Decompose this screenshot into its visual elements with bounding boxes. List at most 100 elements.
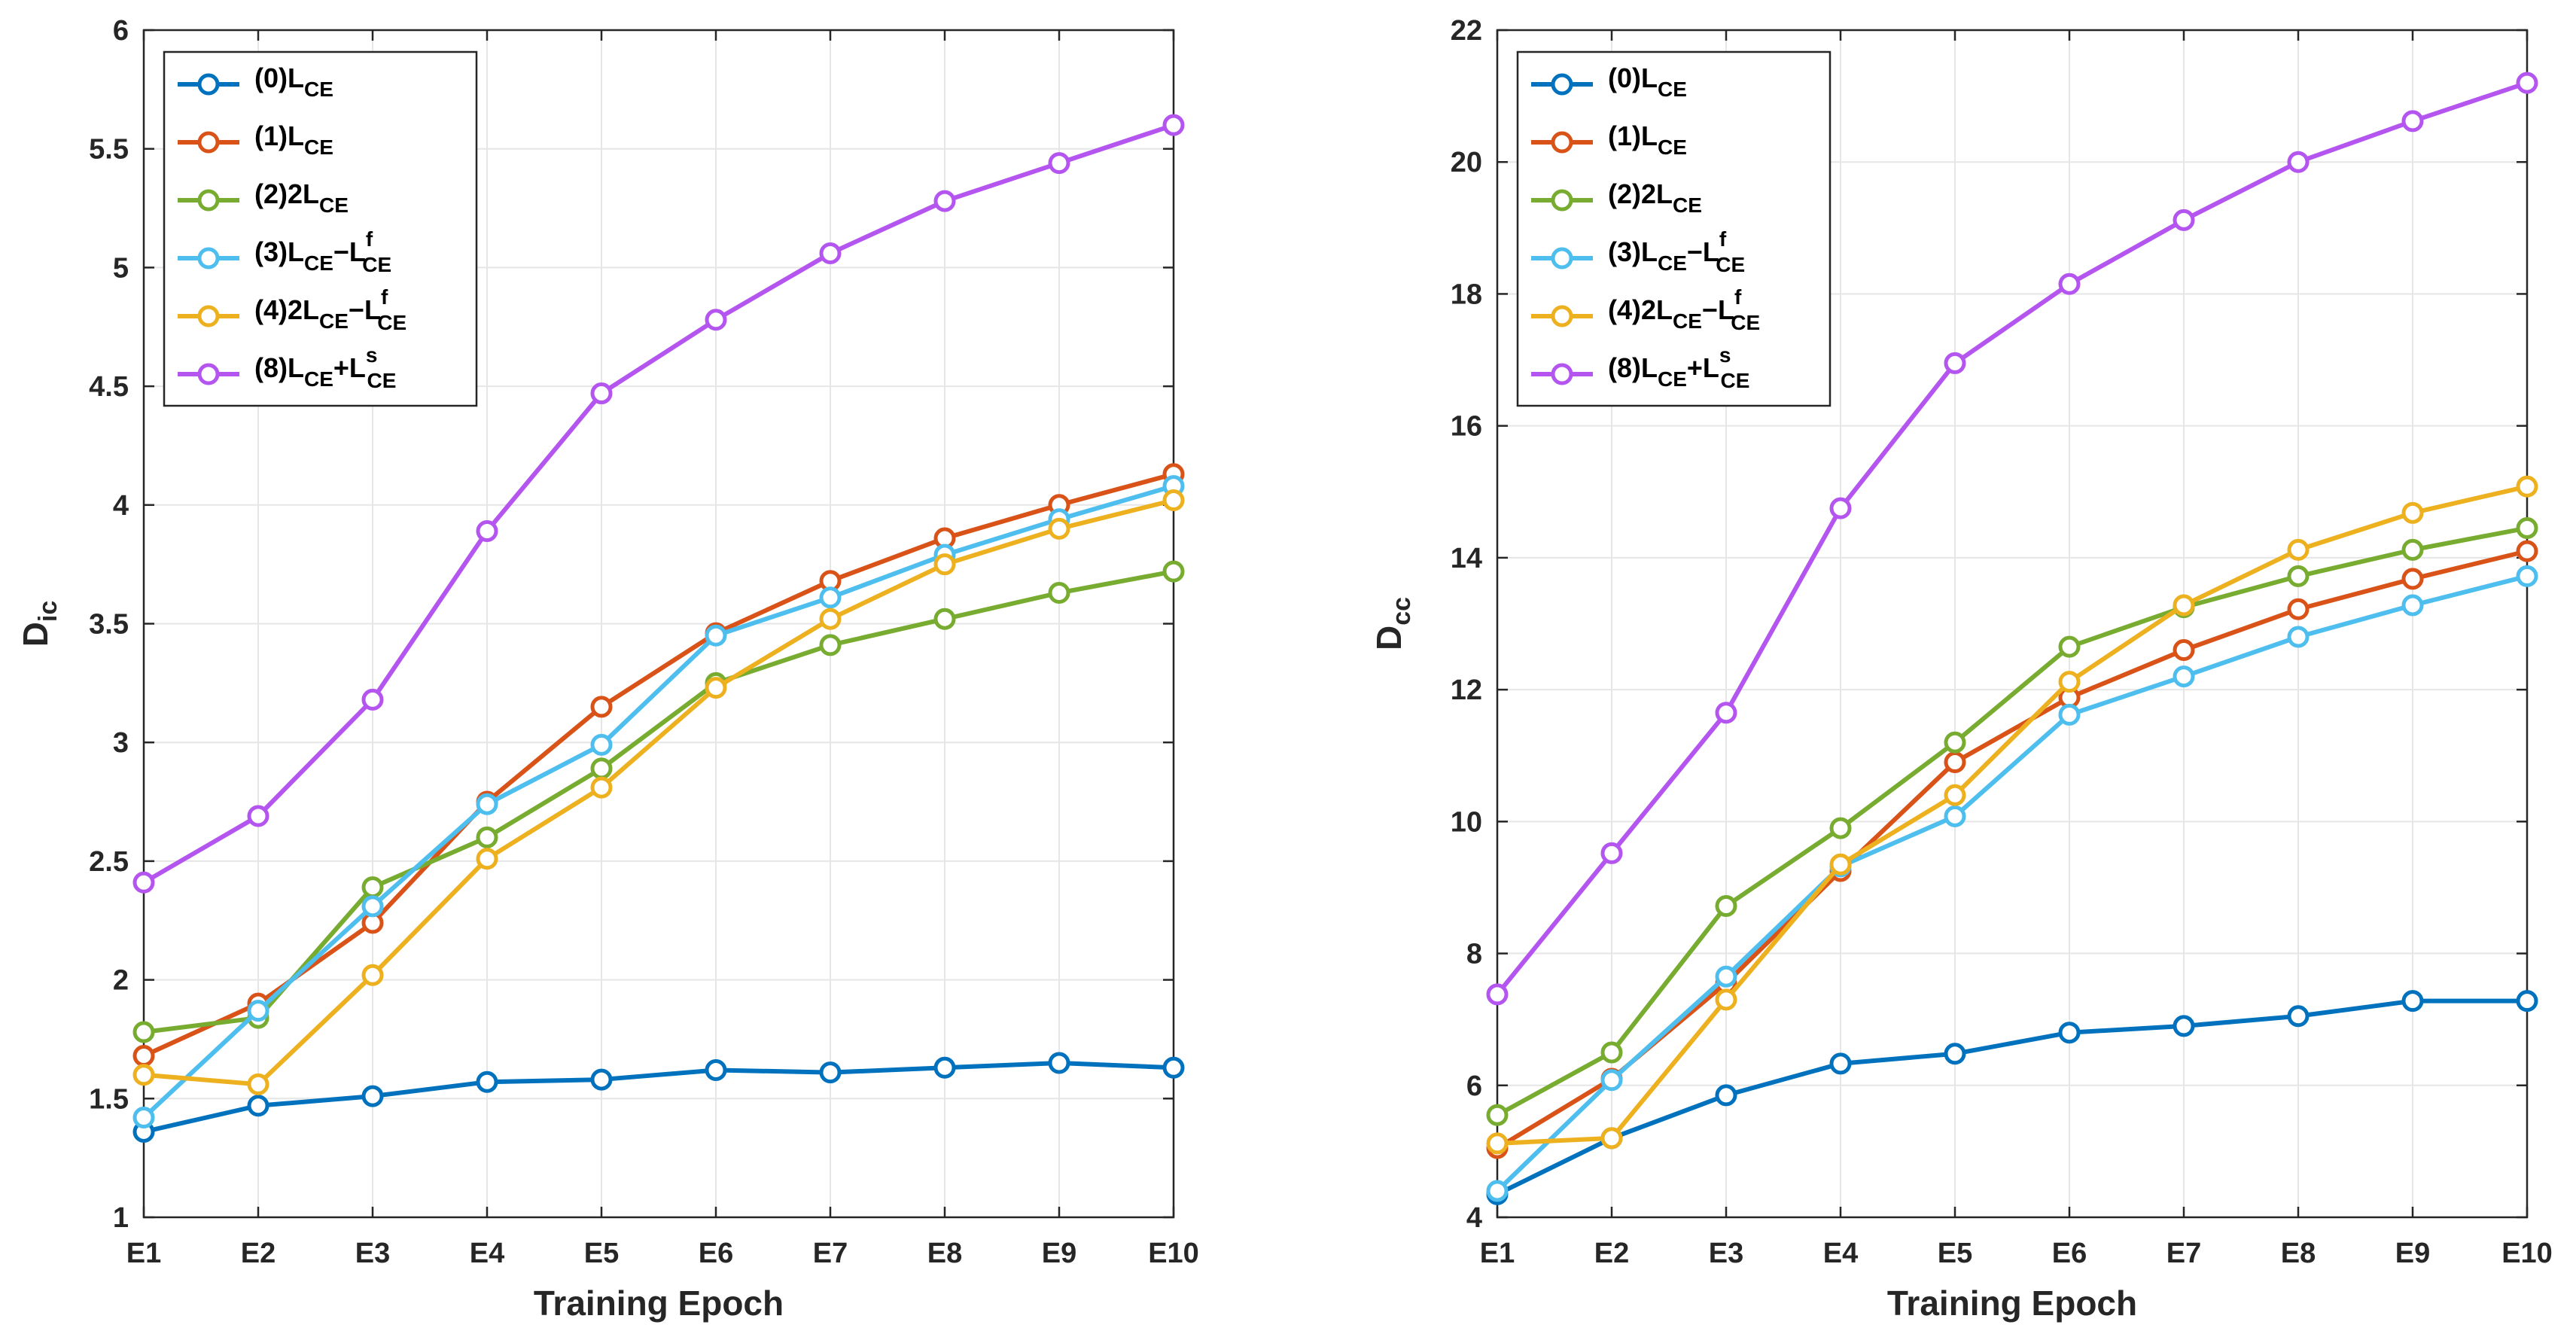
x-axis-label: Training Epoch <box>534 1284 784 1323</box>
series-line <box>1496 525 2528 1117</box>
data-point <box>1944 751 1966 773</box>
data-point <box>1715 965 1737 988</box>
series-line <box>1496 998 2527 1197</box>
data-point <box>2173 665 2195 688</box>
data-point <box>1829 1052 1852 1075</box>
y-tick-label: 18 <box>1451 279 1482 310</box>
data-point <box>819 586 842 609</box>
data-point <box>361 876 384 899</box>
legend-label: (4)2LCE−Lf CE <box>254 285 406 334</box>
series-line <box>1495 574 2528 1193</box>
x-tick-label: E3 <box>355 1238 390 1269</box>
legend-item-s0: (0)LCE <box>178 62 333 101</box>
data-point <box>590 757 613 780</box>
data-point <box>247 1000 269 1022</box>
x-tick-label: E8 <box>927 1238 962 1269</box>
data-point <box>1162 1056 1185 1079</box>
data-point <box>2516 72 2538 94</box>
data-point <box>1944 805 1966 827</box>
x-tick-label: E8 <box>2281 1238 2316 1269</box>
legend-item-s2: (2)2LCE <box>178 178 349 217</box>
data-point <box>476 826 498 848</box>
y-tick-label: 16 <box>1451 411 1482 443</box>
x-tick-label: E4 <box>470 1238 504 1269</box>
data-point <box>1944 352 1966 374</box>
x-tick-label: E1 <box>126 1238 161 1269</box>
data-point <box>590 696 613 718</box>
data-point <box>2287 538 2310 561</box>
x-tick-label: E2 <box>241 1238 276 1269</box>
data-point <box>132 1107 155 1129</box>
y-tick-label: 6 <box>1466 1070 1482 1102</box>
data-point <box>361 1085 384 1107</box>
legend-item-s8: (8)LCE+Ls CE <box>178 343 396 392</box>
series-line <box>142 123 1174 885</box>
data-point <box>933 1056 956 1079</box>
legend-item-s4: (4)2LCE−Lf CE <box>178 285 406 334</box>
data-point <box>2058 703 2081 726</box>
legend-swatch-marker <box>1551 73 1573 96</box>
data-point <box>2401 501 2424 524</box>
legend-swatch-marker <box>1551 189 1573 212</box>
legend-swatch-marker <box>197 363 220 385</box>
data-point <box>590 776 613 799</box>
data-point <box>1162 489 1185 511</box>
data-point <box>933 553 956 576</box>
data-point <box>933 190 956 212</box>
data-point <box>819 242 842 264</box>
chart-panel-1: E1 E2 E3 E4 E5 E6 E7 E8 E9 E10 1 1.5 2 2.5 3 3.5 4 4.5 5 5.… <box>16 15 1199 1323</box>
legend-item-s1: (1)LCE <box>1531 120 1687 159</box>
legend-label: (0)LCE <box>254 62 333 101</box>
series-line <box>1495 81 2528 996</box>
series-line <box>143 498 1174 1087</box>
data-point <box>2401 538 2424 561</box>
data-point <box>2516 990 2538 1013</box>
series-s4 <box>132 489 1185 1095</box>
data-point <box>1162 114 1185 136</box>
y-tick-label: 1 <box>113 1202 129 1234</box>
legend-box <box>163 50 478 407</box>
data-point <box>933 608 956 630</box>
data-point <box>2516 540 2538 562</box>
data-point <box>1715 988 1737 1011</box>
data-point <box>132 1064 155 1086</box>
legend-item-s4: (4)2LCE−Lf CE <box>1531 285 1760 334</box>
data-point <box>2058 635 2081 658</box>
series-s0 <box>132 1052 1185 1143</box>
y-tick-label: 8 <box>1466 939 1482 970</box>
data-point <box>1829 853 1852 876</box>
chart-panel-2: E1 E2 E3 E4 E5 E6 E7 E8 E9 E10 4 6 8 10 12 14 16 18 20 22 Tr… <box>1369 15 2553 1323</box>
x-tick-label: E7 <box>2166 1238 2201 1269</box>
data-point <box>1600 1041 1623 1064</box>
legend-swatch-marker <box>197 247 220 270</box>
data-point <box>590 1068 613 1091</box>
data-point <box>819 634 842 656</box>
data-point <box>2516 565 2538 587</box>
y-tick-label: 5 <box>113 252 129 284</box>
data-point <box>1715 1084 1737 1107</box>
series-line <box>143 1060 1174 1134</box>
data-point <box>2287 598 2310 620</box>
data-point <box>1162 560 1185 583</box>
y-tick-label: 22 <box>1451 15 1482 47</box>
legend-label: (8)LCE+Ls CE <box>254 343 396 392</box>
data-point <box>361 688 384 711</box>
data-point <box>1048 581 1070 604</box>
x-axis-label: Training Epoch <box>1887 1284 2137 1323</box>
legend-label: (3)LCE−Lf CE <box>1608 227 1745 276</box>
data-point <box>705 624 727 647</box>
data-point <box>819 608 842 630</box>
series-line <box>143 569 1174 1034</box>
x-tick-label: E5 <box>584 1238 619 1269</box>
x-tick-label: E5 <box>1938 1238 1972 1269</box>
series-line <box>1497 484 2528 1146</box>
legend-item-s3: (3)LCE−Lf CE <box>178 227 391 276</box>
data-point <box>361 895 384 918</box>
data-point <box>476 1070 498 1093</box>
legend-swatch-marker <box>1551 363 1573 385</box>
legend-box <box>1516 50 1832 407</box>
series-s8 <box>132 114 1185 894</box>
y-tick-label: 5.5 <box>89 134 129 166</box>
data-point <box>2173 639 2195 662</box>
